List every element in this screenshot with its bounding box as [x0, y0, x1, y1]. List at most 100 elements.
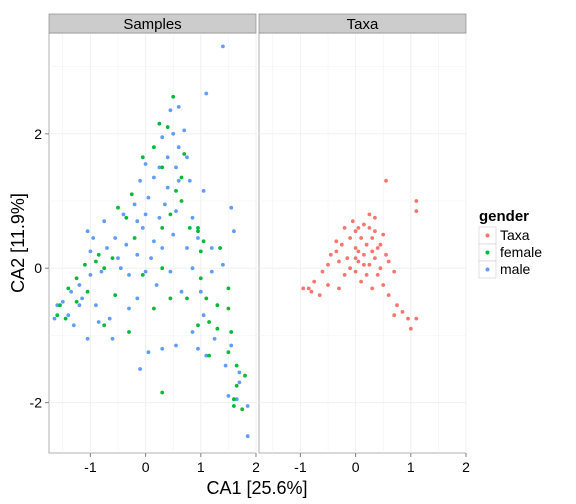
data-point-taxa	[345, 256, 350, 260]
data-point-female	[83, 262, 87, 267]
data-point-female	[171, 94, 176, 99]
data-point-taxa	[356, 259, 361, 264]
data-point-female	[74, 276, 79, 281]
legend-label: female	[500, 244, 542, 260]
data-point-female	[152, 306, 156, 311]
data-point-female	[201, 239, 206, 244]
data-point-female	[240, 407, 245, 412]
data-point-male	[146, 195, 151, 200]
data-point-female	[140, 155, 145, 160]
data-point-female	[196, 323, 200, 328]
data-point-female	[196, 229, 200, 234]
data-point-female	[55, 313, 60, 318]
legend-key-point	[485, 233, 490, 238]
data-point-male	[237, 370, 242, 375]
data-point-taxa	[356, 226, 361, 230]
data-point-male	[174, 343, 178, 348]
data-point-female	[179, 199, 184, 203]
data-point-taxa	[364, 242, 369, 247]
data-point-male	[160, 346, 165, 351]
data-point-female	[179, 175, 184, 180]
data-point-taxa	[414, 199, 419, 203]
data-point-male	[135, 296, 140, 301]
data-point-male	[221, 44, 225, 49]
x-axis-title: CA1 [25.6%]	[206, 478, 307, 498]
y-tick-label: 2	[34, 126, 42, 142]
data-point-male	[152, 175, 156, 180]
data-point-taxa	[326, 283, 330, 287]
data-point-male	[168, 269, 173, 274]
data-point-male	[88, 249, 93, 254]
data-point-male	[60, 299, 65, 304]
data-point-male	[143, 162, 148, 166]
data-point-male	[102, 219, 107, 224]
x-tick-label: 1	[407, 459, 415, 475]
data-point-male	[80, 296, 84, 301]
data-point-female	[243, 373, 247, 378]
data-point-taxa	[337, 259, 341, 264]
panel-samples-background	[48, 32, 257, 454]
data-point-female	[165, 125, 170, 129]
data-point-male	[229, 343, 234, 348]
data-point-female	[58, 303, 62, 308]
data-point-taxa	[337, 286, 341, 291]
data-point-male	[91, 236, 96, 240]
data-point-male	[229, 205, 234, 210]
data-point-female	[66, 286, 71, 291]
data-point-male	[85, 229, 90, 234]
data-point-male	[221, 262, 225, 267]
legend-key-point	[485, 267, 490, 272]
panel-taxa-grid	[259, 33, 467, 453]
data-point-taxa	[350, 219, 355, 224]
data-point-taxa	[312, 279, 317, 284]
data-point-taxa	[364, 273, 369, 277]
data-point-male	[165, 185, 170, 190]
data-point-male	[174, 209, 178, 214]
data-point-male	[118, 266, 123, 271]
data-point-female	[207, 320, 212, 324]
data-point-male	[198, 289, 203, 294]
data-point-male	[132, 202, 137, 207]
data-point-male	[245, 404, 250, 408]
data-point-taxa	[367, 262, 372, 267]
data-point-male	[69, 289, 73, 294]
data-point-female	[140, 273, 145, 277]
data-point-taxa	[414, 209, 419, 214]
data-point-male	[234, 397, 239, 402]
data-point-female	[116, 205, 120, 210]
data-point-male	[55, 303, 60, 308]
data-point-male	[190, 215, 195, 220]
data-point-male	[168, 108, 173, 113]
data-point-taxa	[356, 249, 361, 254]
data-point-taxa	[353, 246, 358, 250]
data-point-male	[226, 394, 231, 398]
data-point-male	[163, 202, 167, 207]
data-point-male	[110, 336, 115, 341]
data-point-male	[105, 246, 109, 250]
data-point-male	[52, 316, 57, 321]
data-point-male	[160, 246, 165, 250]
data-point-female	[160, 226, 165, 230]
data-point-male	[190, 266, 195, 271]
data-point-male	[135, 219, 140, 224]
data-point-male	[140, 226, 145, 230]
data-point-female	[157, 121, 162, 126]
data-point-male	[143, 269, 148, 274]
data-point-taxa	[317, 293, 322, 297]
strip-taxa	[258, 13, 467, 34]
data-point-male	[190, 330, 195, 334]
data-point-taxa	[342, 226, 347, 230]
data-point-female	[85, 289, 90, 294]
data-point-taxa	[367, 226, 372, 230]
data-point-female	[160, 390, 165, 395]
data-point-taxa	[353, 229, 358, 234]
x-axis: -1 0 1 2 -1 0 1 2	[84, 453, 470, 475]
data-point-taxa	[320, 269, 325, 274]
data-point-taxa	[334, 249, 339, 254]
data-point-female	[94, 259, 98, 264]
panel-samples: Samples	[48, 13, 257, 454]
data-point-taxa	[373, 229, 377, 234]
data-point-male	[157, 165, 162, 170]
data-point-male	[113, 236, 118, 240]
